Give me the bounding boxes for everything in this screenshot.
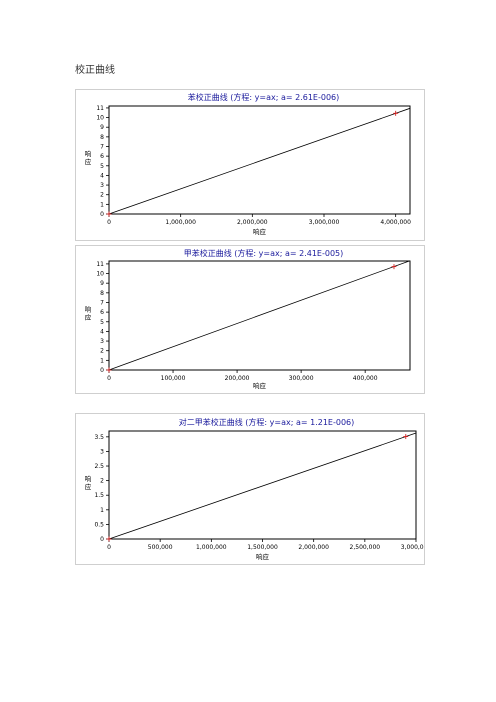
y-tick-label: 0	[100, 211, 104, 218]
x-tick-label: 100,000	[161, 375, 186, 382]
y-tick-label: 0	[100, 536, 104, 543]
x-axis-label: 响应	[256, 552, 270, 561]
x-axis-label: 响应	[253, 381, 267, 390]
y-tick-label: 9	[100, 280, 104, 287]
y-tick-label: 3	[100, 338, 104, 345]
y-tick-label: 8	[100, 290, 104, 297]
y-tick-label: 5	[100, 163, 104, 170]
y-tick-label: 3	[100, 182, 104, 189]
y-tick-label: 9	[100, 124, 104, 131]
x-tick-label: 0	[107, 219, 111, 226]
x-tick-label: 1,000,000	[165, 219, 196, 226]
x-tick-label: 1,500,000	[247, 544, 278, 551]
calibration-point	[106, 536, 112, 542]
chart-panel-p-xylene: 对二甲苯校正曲线 (方程: y=ax; a= 1.21E-006) 0 0.5 1 1.…	[75, 413, 425, 565]
chart-title: 对二甲苯校正曲线 (方程: y=ax; a= 1.21E-006)	[179, 417, 355, 427]
x-tick-label: 4,000,000	[380, 219, 411, 226]
y-tick-label: 6	[100, 153, 104, 160]
calibration-point	[391, 264, 397, 270]
calibration-point	[106, 211, 112, 217]
calibration-point	[393, 110, 399, 116]
chart-toluene: 甲苯校正曲线 (方程: y=ax; a= 2.41E-005) 0 1 2 3 4 5 6 7 8…	[85, 248, 411, 390]
x-tick-label: 200,000	[225, 375, 250, 382]
y-tick-label: 1	[100, 507, 104, 514]
chart-benzene: 苯校正曲线 (方程: y=ax; a= 2.61E-006) 0 1 2 3 4 5 6 7 8 9…	[85, 92, 411, 236]
y-tick-label: 3	[100, 448, 104, 455]
chart-panel-benzene: 苯校正曲线 (方程: y=ax; a= 2.61E-006) 0 1 2 3 4 5 6 7 8 9…	[75, 89, 425, 241]
x-axis-label: 响应	[253, 227, 267, 236]
x-tick-label: 300,000	[289, 375, 314, 382]
calibration-line	[108, 432, 417, 540]
y-tick-label: 3.5	[94, 434, 104, 441]
x-tick-label: 2,500,000	[350, 544, 381, 551]
y-tick-label: 1	[100, 357, 104, 364]
chart-panel-toluene: 甲苯校正曲线 (方程: y=ax; a= 2.41E-005) 0 1 2 3 4 5 6 7 8…	[75, 245, 425, 394]
y-tick-label: 10	[96, 115, 104, 122]
x-tick-label: 2,000,000	[298, 544, 329, 551]
y-tick-label: 2	[100, 348, 104, 355]
x-tick-label: 0	[107, 544, 111, 551]
chart-p-xylene: 对二甲苯校正曲线 (方程: y=ax; a= 1.21E-006) 0 0.5 1 1.…	[85, 417, 424, 561]
y-tick-label: 1.5	[94, 492, 104, 499]
chart-title: 苯校正曲线 (方程: y=ax; a= 2.61E-006)	[188, 92, 340, 102]
x-tick-label: 0	[107, 375, 111, 382]
y-tick-label: 8	[100, 134, 104, 141]
y-tick-label: 10	[96, 271, 104, 278]
y-tick-label: 0.5	[94, 521, 104, 528]
x-tick-label: 3,000,000	[309, 219, 340, 226]
y-axis-label-char: 响	[85, 474, 92, 483]
chart-title: 甲苯校正曲线 (方程: y=ax; a= 2.41E-005)	[184, 248, 344, 258]
x-tick-label: 400,000	[353, 375, 378, 382]
x-tick-label: 2,000,000	[237, 219, 268, 226]
calibration-line	[108, 260, 411, 371]
y-tick-label: 7	[100, 144, 104, 151]
calibration-point	[106, 367, 112, 373]
x-tick-label: 1,000,000	[196, 544, 227, 551]
y-tick-label: 7	[100, 299, 104, 306]
y-axis-label-char: 应	[85, 482, 92, 491]
x-tick-label: 500,000	[148, 544, 173, 551]
y-tick-label: 2.5	[94, 463, 104, 470]
page-heading: 校正曲线	[75, 65, 115, 76]
y-tick-label: 11	[96, 261, 104, 268]
y-tick-label: 2	[100, 478, 104, 485]
calibration-line	[108, 107, 411, 215]
y-axis-label-char: 响	[85, 305, 92, 314]
y-tick-label: 4	[100, 328, 104, 335]
y-tick-label: 2	[100, 192, 104, 199]
y-tick-label: 0	[100, 367, 104, 374]
y-axis-label-char: 应	[85, 313, 92, 322]
y-tick-label: 6	[100, 309, 104, 316]
y-tick-label: 11	[96, 105, 104, 112]
x-tick-label: 3,000,000	[401, 544, 424, 551]
calibration-point	[403, 434, 409, 440]
y-tick-label: 4	[100, 172, 104, 179]
y-axis-label-char: 响	[85, 149, 92, 158]
y-tick-label: 5	[100, 319, 104, 326]
y-axis-label-char: 应	[85, 157, 92, 166]
y-tick-label: 1	[100, 201, 104, 208]
